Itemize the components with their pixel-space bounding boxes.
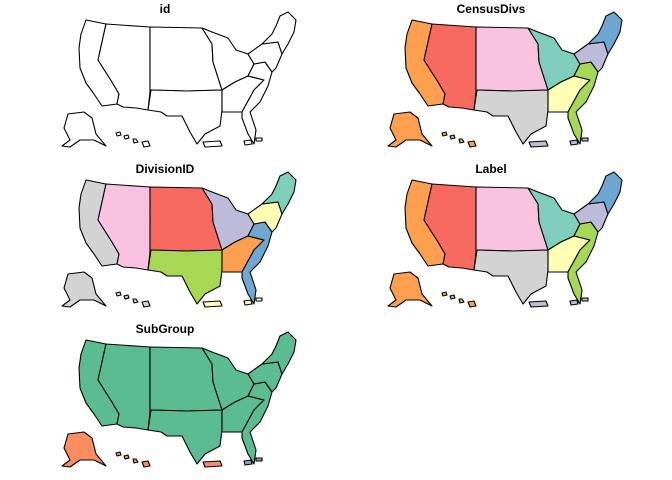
us-map [387, 171, 623, 308]
region-hawaii [441, 131, 477, 148]
region-ne [261, 171, 297, 215]
us-map [61, 171, 297, 308]
region-alaska [387, 271, 433, 308]
region-ne [261, 11, 297, 55]
region-wsc [473, 89, 549, 145]
panel-title: id [159, 2, 171, 16]
region-ne [587, 11, 623, 55]
region-wsc [147, 409, 223, 465]
region-alaska [61, 111, 107, 148]
region-sa [567, 61, 599, 145]
map-panel-division-id: DivisionID [50, 160, 297, 310]
region-sa [241, 221, 273, 305]
region-pr [202, 300, 223, 308]
region-alaska [387, 111, 433, 148]
panel-title: DivisionID [135, 162, 195, 176]
panel-title: CensusDivs [456, 2, 526, 16]
region-ne [261, 331, 297, 375]
us-map [387, 11, 623, 148]
region-hawaii [115, 451, 151, 468]
region-vi [243, 457, 263, 466]
us-map [61, 331, 297, 468]
region-hawaii [115, 291, 151, 308]
region-pr [528, 300, 549, 308]
map-panel-sub-group: SubGroup [50, 320, 297, 470]
region-hawaii [115, 131, 151, 148]
region-vi [243, 297, 263, 306]
us-map [61, 11, 297, 148]
region-ne [587, 171, 623, 215]
region-sa [567, 221, 599, 305]
map-panel-id: id [50, 0, 297, 150]
region-pr [528, 140, 549, 148]
region-wsc [147, 249, 223, 305]
region-vi [569, 297, 589, 306]
region-wsc [147, 89, 223, 145]
region-alaska [61, 431, 107, 468]
region-alaska [61, 271, 107, 308]
region-pr [202, 140, 223, 148]
region-pr [202, 460, 223, 468]
region-sa [241, 381, 273, 465]
map-panel-label: Label [376, 160, 623, 310]
map-panel-census-divs: CensusDivs [376, 0, 623, 150]
region-sa [241, 61, 273, 145]
panel-title: SubGroup [135, 322, 195, 336]
region-vi [243, 137, 263, 146]
region-hawaii [441, 291, 477, 308]
panel-title: Label [475, 162, 507, 176]
region-wsc [473, 249, 549, 305]
region-vi [569, 137, 589, 146]
